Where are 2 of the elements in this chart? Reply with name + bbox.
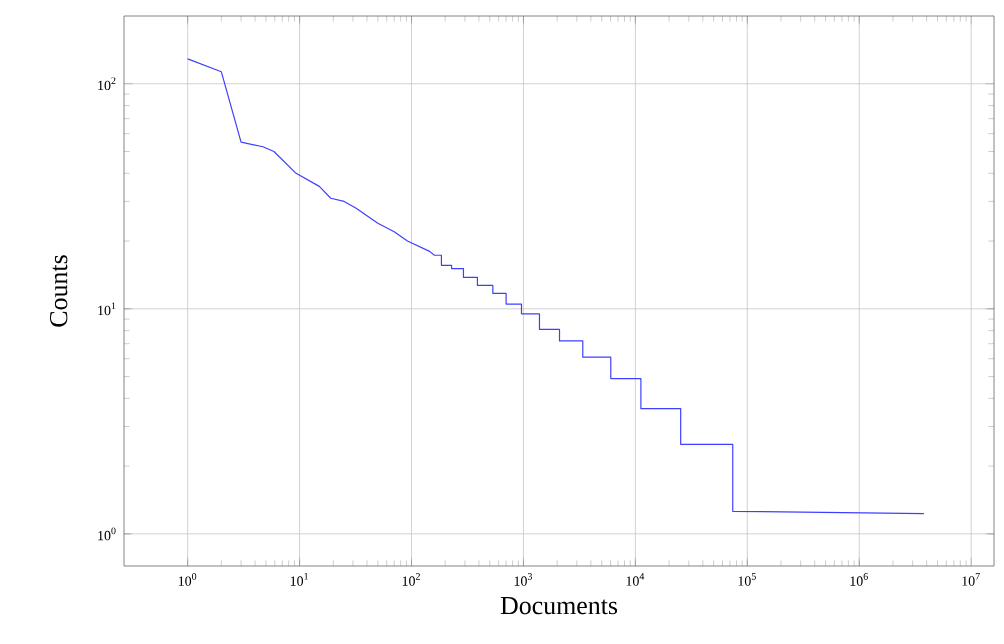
x-axis-title: Documents xyxy=(500,597,618,615)
y-axis-title: Counts xyxy=(49,255,68,327)
